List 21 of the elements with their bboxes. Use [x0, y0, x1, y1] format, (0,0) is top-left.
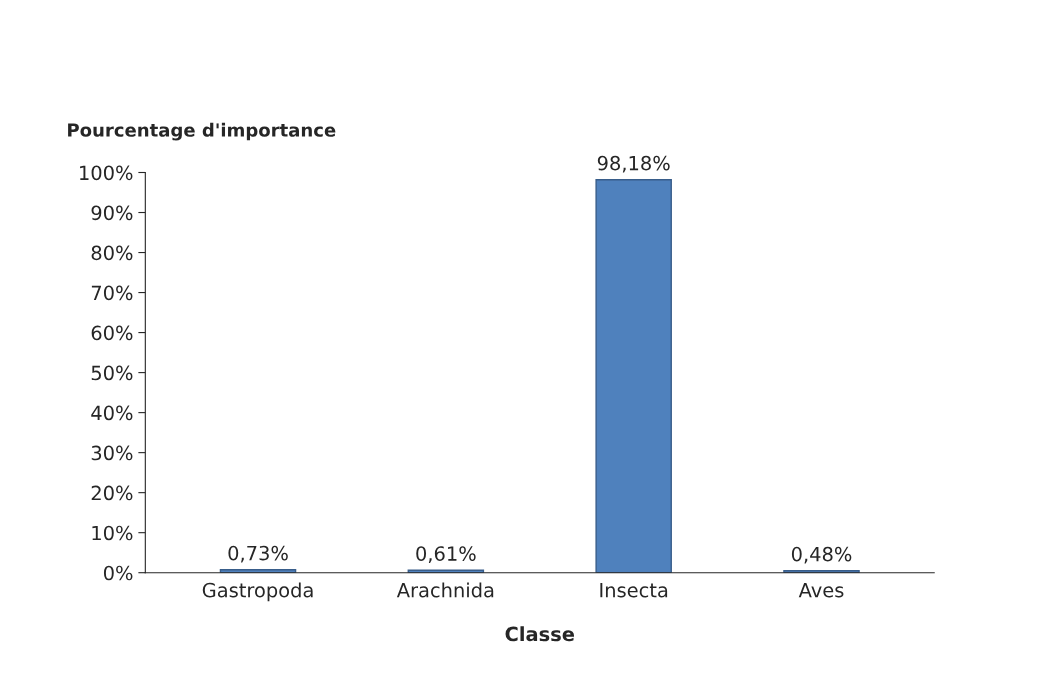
x-axis-title: Classe — [505, 626, 575, 642]
y-tick-label: 20% — [91, 485, 133, 501]
data-label: 0,61% — [416, 546, 476, 563]
x-tick-label: Gastropoda — [202, 582, 313, 602]
y-tick-label: 50% — [91, 365, 133, 381]
x-tick-label: Arachnida — [396, 582, 494, 598]
y-tick-label: 30% — [91, 445, 133, 461]
y-tick-label: 10% — [92, 525, 133, 541]
data-label: 0,48% — [791, 546, 852, 564]
y-tick-label: 90% — [91, 205, 133, 221]
x-tick-label: Aves — [798, 583, 844, 598]
y-tick-label: 40% — [91, 405, 133, 421]
x-tick-label: Insecta — [600, 583, 668, 598]
data-label: 98,18% — [597, 155, 670, 173]
y-axis-title: Pourcentage d'importance — [68, 122, 336, 141]
data-label: 0,73% — [228, 545, 288, 563]
y-tick-label: 70% — [91, 285, 133, 301]
y-tick-label: 0% — [103, 565, 133, 581]
y-tick-label: 80% — [91, 245, 133, 261]
y-tick-label: 100% — [80, 165, 133, 181]
y-tick-label: 60% — [91, 325, 133, 341]
